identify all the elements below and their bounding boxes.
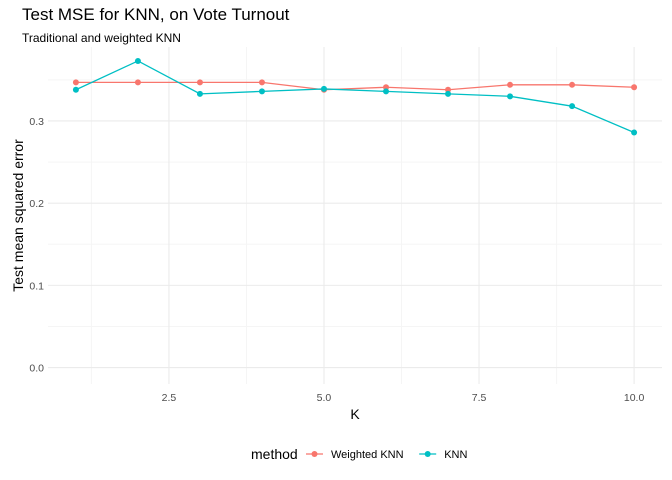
data-point <box>383 84 390 91</box>
data-point <box>507 81 514 88</box>
data-point <box>258 88 265 95</box>
legend-label: Weighted KNN <box>331 449 404 461</box>
data-point <box>631 129 638 136</box>
data-point <box>72 86 79 93</box>
y-tick-label: 0.1 <box>29 280 44 292</box>
series-line-knn <box>75 60 635 134</box>
data-point <box>258 79 265 86</box>
data-point <box>383 88 390 95</box>
chart-subtitle: Traditional and weighted KNN <box>22 31 181 45</box>
x-tick-label: 7.5 <box>472 392 487 404</box>
y-tick-label: 0.2 <box>29 198 44 210</box>
data-point <box>569 103 576 110</box>
data-point <box>445 86 452 93</box>
data-point <box>134 79 141 86</box>
data-point <box>196 79 203 86</box>
legend-key-point <box>424 451 431 457</box>
y-tick-label: 0.3 <box>29 116 44 128</box>
axes: K Test mean squared error 2.5 5.0 7.5 10.0 0… <box>10 116 645 422</box>
data-point <box>72 79 79 86</box>
data-point <box>631 84 638 91</box>
series-lines <box>72 57 638 136</box>
legend-label: KNN <box>444 449 467 461</box>
data-point <box>134 57 141 64</box>
legend-key-point <box>311 451 318 457</box>
chart-title: Test MSE for KNN, on Vote Turnout <box>22 5 290 24</box>
x-tick-label: 10.0 <box>624 392 645 404</box>
x-tick-label: 5.0 <box>317 392 332 404</box>
x-tick-label: 2.5 <box>162 392 177 404</box>
series-line-weighted-knn <box>75 81 635 91</box>
y-axis-title: Test mean squared error <box>10 139 26 292</box>
x-axis-title: K <box>350 406 360 422</box>
data-point <box>445 90 452 97</box>
legend-title: method <box>251 446 298 462</box>
y-tick-label: 0.0 <box>29 363 44 375</box>
data-point <box>569 81 576 88</box>
grid <box>48 47 662 384</box>
data-point <box>507 93 514 100</box>
data-point <box>320 85 327 92</box>
legend: method Weighted KNN KNN <box>251 446 467 462</box>
data-point <box>196 90 203 97</box>
